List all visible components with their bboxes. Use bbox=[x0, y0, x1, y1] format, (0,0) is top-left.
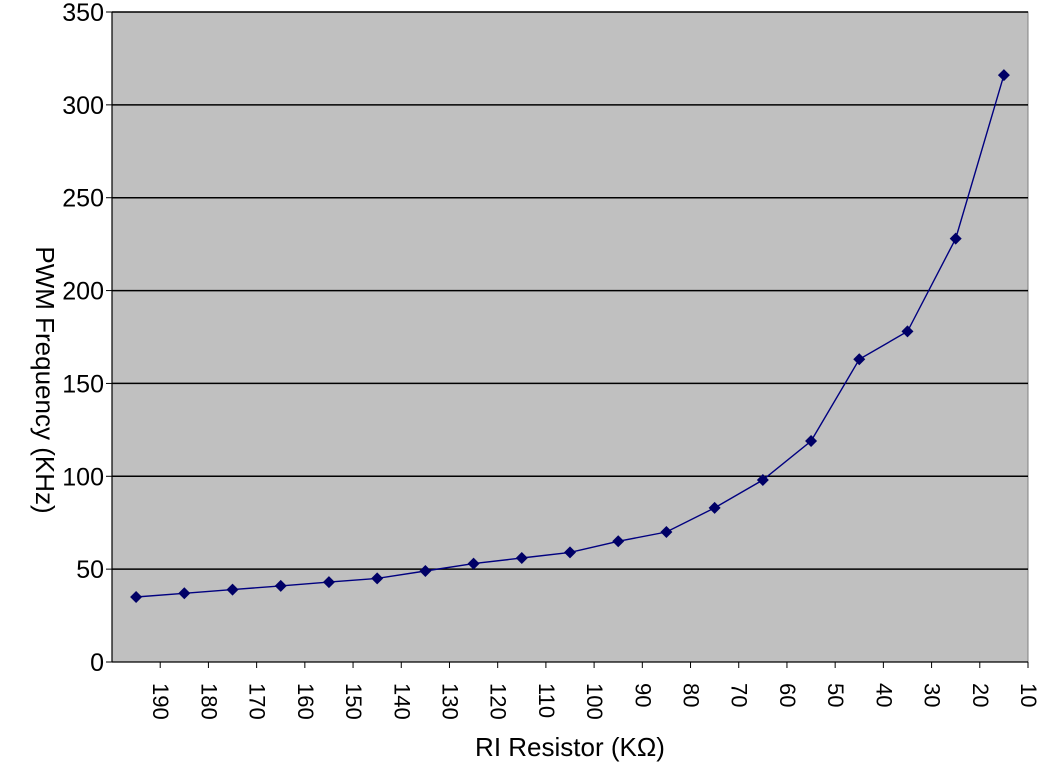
data-point-marker bbox=[997, 69, 1010, 82]
x-tick-label: 90 bbox=[630, 683, 655, 707]
x-tick-label: 70 bbox=[727, 683, 752, 707]
data-point-marker bbox=[901, 325, 914, 338]
data-point-marker bbox=[853, 353, 866, 366]
x-tick-label: 100 bbox=[582, 683, 607, 720]
grid-lines bbox=[112, 11, 1028, 570]
data-point-marker bbox=[660, 526, 673, 538]
data-point-marker bbox=[178, 587, 191, 600]
data-point-marker bbox=[322, 576, 335, 589]
x-tick-label: 20 bbox=[968, 683, 993, 707]
x-tick-label: 50 bbox=[823, 683, 848, 707]
x-tick-label: 140 bbox=[389, 683, 414, 720]
y-tick-label: 350 bbox=[62, 0, 104, 27]
data-point-marker bbox=[756, 474, 769, 486]
y-tick-label: 50 bbox=[76, 556, 104, 584]
x-tick-label: 10 bbox=[1016, 683, 1038, 707]
y-tick-label: 300 bbox=[62, 92, 104, 120]
y-axis-label: PWM Frequency (KHz) bbox=[30, 246, 60, 513]
y-axis-ticks: 0 50 100 150 200 250 300 350 bbox=[62, 0, 112, 677]
data-point-marker bbox=[564, 546, 576, 559]
data-point-marker bbox=[612, 535, 625, 548]
data-point-marker bbox=[130, 591, 143, 603]
data-point-marker bbox=[708, 501, 721, 514]
plot-area bbox=[111, 11, 1029, 663]
x-tick-label: 60 bbox=[775, 683, 800, 707]
data-point-marker bbox=[949, 232, 962, 245]
x-tick-label: 190 bbox=[148, 683, 173, 720]
x-tick-label: 160 bbox=[293, 683, 318, 720]
y-tick-label: 100 bbox=[62, 463, 104, 491]
x-tick-label: 170 bbox=[245, 683, 270, 720]
data-point-marker bbox=[226, 583, 239, 596]
series-layer bbox=[130, 69, 1010, 603]
x-tick-label: 30 bbox=[920, 683, 945, 707]
y-tick-label: 250 bbox=[62, 185, 104, 213]
x-tick-label: 130 bbox=[437, 683, 462, 720]
y-tick-label: 150 bbox=[62, 370, 104, 398]
data-point-marker bbox=[805, 435, 818, 447]
x-tick-label: 110 bbox=[534, 683, 559, 718]
x-axis-label: RI Resistor (KΩ) bbox=[475, 732, 665, 762]
data-point-marker bbox=[274, 579, 287, 592]
y-tick-label: 200 bbox=[62, 278, 104, 306]
x-tick-label: 180 bbox=[196, 683, 221, 720]
x-tick-label: 40 bbox=[871, 683, 896, 707]
data-point-marker bbox=[515, 552, 528, 564]
x-tick-label: 120 bbox=[486, 683, 511, 720]
y-tick-label: 0 bbox=[90, 649, 104, 677]
data-point-marker bbox=[371, 572, 384, 585]
data-point-marker bbox=[467, 557, 480, 570]
x-tick-label: 80 bbox=[679, 683, 704, 707]
x-axis-ticks: 190 180 170 160 150 140 130 120 110 100 90 80 70 60 50… bbox=[148, 662, 1038, 720]
data-point-marker bbox=[419, 565, 432, 577]
x-tick-label: 150 bbox=[341, 683, 366, 720]
